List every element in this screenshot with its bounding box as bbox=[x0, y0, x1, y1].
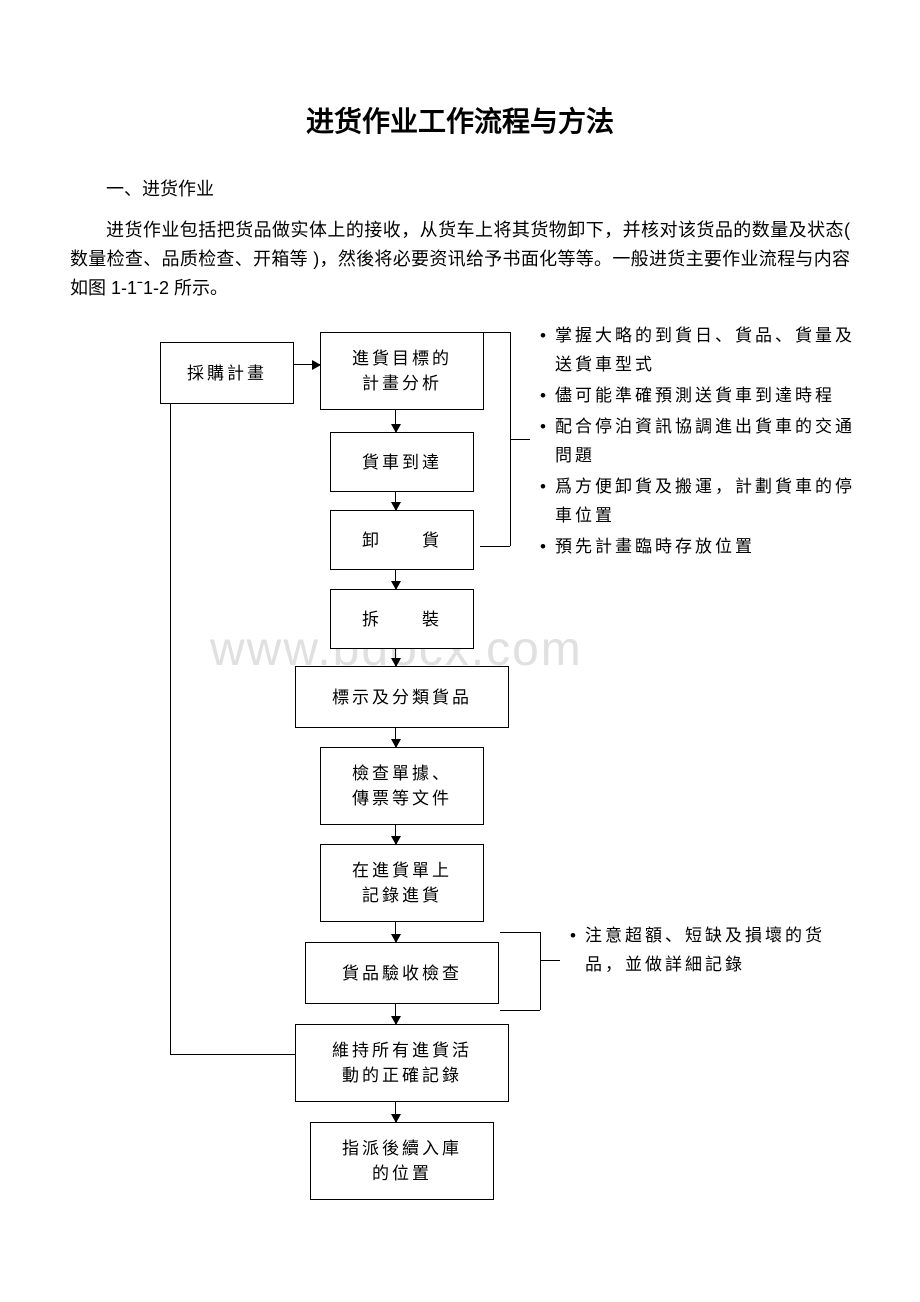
annotation-bottom: •注意超額、短缺及損壞的货品，並做詳細記錄 bbox=[570, 922, 830, 982]
annotation-text: 儘可能準確預測送貨車到達時程 bbox=[555, 382, 835, 411]
bracket-bottom-tip-0 bbox=[500, 932, 540, 933]
bullet-icon: • bbox=[570, 922, 579, 980]
flow-node-n2: 貨車到達 bbox=[330, 432, 474, 492]
section-heading: 一、进货作业 bbox=[70, 175, 850, 201]
annotation-text: 配合停泊資訊協調進出貨車的交通問題 bbox=[555, 413, 870, 471]
feedback-h bbox=[170, 1054, 295, 1055]
annotation-text: 爲方便卸貨及搬運，計劃貨車的停車位置 bbox=[555, 473, 870, 531]
bracket-top-out-0 bbox=[480, 332, 510, 333]
annotation-text: 注意超額、短缺及損壞的货品，並做詳細記錄 bbox=[585, 922, 830, 980]
bracket-top-out-1 bbox=[480, 546, 510, 547]
bracket-bottom-spine bbox=[540, 932, 541, 1010]
flowchart-diagram: www.bdocx.com 採購計畫進貨目標的計畫分析貨車到達卸 貨拆 裝標示及… bbox=[70, 322, 850, 1222]
bullet-icon: • bbox=[540, 322, 549, 380]
annotation-top: •掌握大略的到貨日、貨品、貨量及送貨車型式•儘可能準確預測送貨車到達時程•配合停… bbox=[540, 322, 870, 563]
bracket-top-mid bbox=[510, 439, 530, 440]
bracket-bottom-mid bbox=[540, 960, 560, 961]
flow-node-n10: 指派後續入庫的位置 bbox=[310, 1122, 494, 1200]
bullet-icon: • bbox=[540, 473, 549, 531]
bullet-icon: • bbox=[540, 413, 549, 471]
flow-node-n8: 貨品驗收檢查 bbox=[305, 942, 499, 1004]
feedback-v bbox=[170, 386, 171, 1054]
annotation-top-item-2: •配合停泊資訊協調進出貨車的交通問題 bbox=[540, 413, 870, 471]
flow-node-n5: 標示及分類貨品 bbox=[295, 666, 509, 728]
flow-node-n7: 在進貨單上記錄進貨 bbox=[320, 844, 484, 922]
annotation-top-item-1: •儘可能準確預測送貨車到達時程 bbox=[540, 382, 870, 411]
bracket-bottom-tip-1 bbox=[500, 1010, 540, 1011]
document-page: 进货作业工作流程与方法 一、进货作业 进货作业包括把货品做实体上的接收，从货车上… bbox=[0, 0, 920, 1282]
bullet-icon: • bbox=[540, 382, 549, 411]
intro-paragraph: 进货作业包括把货品做实体上的接收，从货车上将其货物卸下，并核对该货品的数量及状态… bbox=[70, 216, 850, 302]
page-title: 进货作业工作流程与方法 bbox=[70, 100, 850, 140]
annotation-bottom-item: •注意超額、短缺及損壞的货品，並做詳細記錄 bbox=[570, 922, 830, 980]
flow-node-n9: 維持所有進貨活動的正確記錄 bbox=[295, 1024, 509, 1102]
annotation-text: 掌握大略的到貨日、貨品、貨量及送貨車型式 bbox=[555, 322, 870, 380]
annotation-text: 預先計畫臨時存放位置 bbox=[555, 533, 755, 562]
annotation-top-item-4: •預先計畫臨時存放位置 bbox=[540, 533, 870, 562]
flow-node-n4: 拆 裝 bbox=[330, 589, 474, 649]
annotation-top-item-0: •掌握大略的到貨日、貨品、貨量及送貨車型式 bbox=[540, 322, 870, 380]
flow-node-n3: 卸 貨 bbox=[330, 510, 474, 570]
flow-node-n1: 進貨目標的計畫分析 bbox=[320, 332, 484, 410]
flow-node-n6: 檢查單據、傳票等文件 bbox=[320, 747, 484, 825]
bullet-icon: • bbox=[540, 533, 549, 562]
annotation-top-item-3: •爲方便卸貨及搬運，計劃貨車的停車位置 bbox=[540, 473, 870, 531]
flow-node-n0: 採購計畫 bbox=[160, 342, 294, 404]
